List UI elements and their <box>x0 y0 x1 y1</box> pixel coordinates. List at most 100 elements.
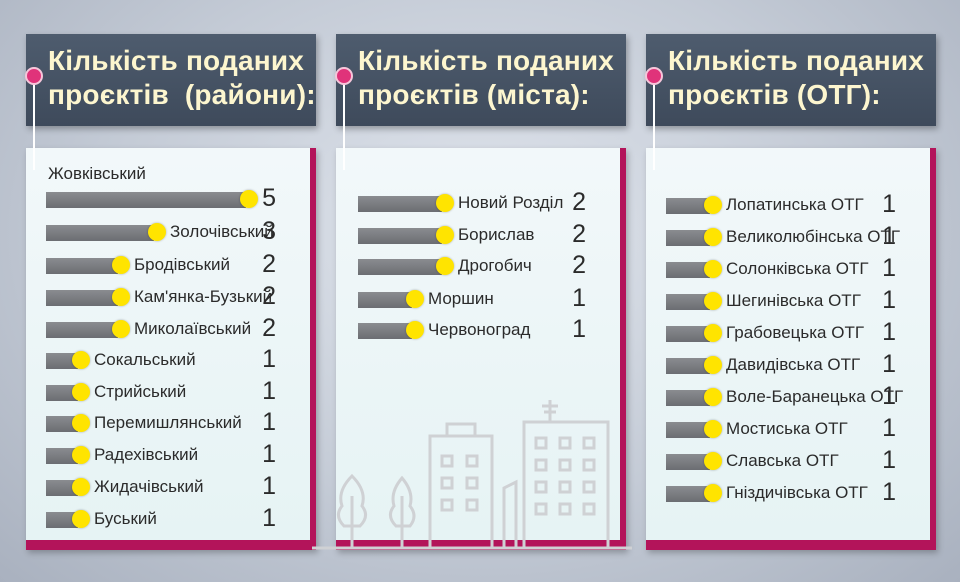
value-label: 2 <box>572 220 586 248</box>
cities-card <box>336 148 626 550</box>
bar <box>46 512 78 528</box>
bar-end-dot <box>112 256 130 274</box>
bar-end-dot <box>406 290 424 308</box>
bar-row: Стрийський 1 <box>46 377 306 405</box>
value-label: 1 <box>262 504 276 532</box>
category-label: Червоноград <box>428 320 531 339</box>
bar <box>46 322 118 338</box>
bar <box>358 292 412 308</box>
bar-row: Солонківська ОТГ 1 <box>666 254 926 282</box>
bar-row: Грабовецька ОТГ 1 <box>666 318 926 346</box>
category-label: Жидачівський <box>94 477 204 496</box>
bar-row: Мостиська ОТГ 1 <box>666 414 926 442</box>
value-label: 2 <box>572 251 586 279</box>
category-label: Жовківський <box>48 164 146 183</box>
bar-end-dot <box>436 226 454 244</box>
bar <box>46 385 78 401</box>
bar <box>666 198 710 214</box>
value-label: 2 <box>262 250 276 278</box>
bar-row: Буський 1 <box>46 504 306 532</box>
value-label: 1 <box>882 446 896 474</box>
bar-row: Жовківський 5 <box>46 164 306 212</box>
otg-header: Кількість поданих проєктів (ОТГ): <box>646 34 936 126</box>
value-label: 1 <box>262 377 276 405</box>
districts-bullet <box>25 67 43 85</box>
bar-row: Золочівський 3 <box>46 217 306 245</box>
bar-end-dot <box>704 452 722 470</box>
category-label: Кам'янка-Бузький <box>134 287 273 306</box>
value-label: 2 <box>262 282 276 310</box>
bar-row: Шегинівська ОТГ 1 <box>666 286 926 314</box>
value-label: 1 <box>572 315 586 343</box>
bar-end-dot <box>704 324 722 342</box>
value-label: 1 <box>882 286 896 314</box>
cities-connector <box>343 74 345 170</box>
bar <box>358 228 442 244</box>
bar-row: Кам'янка-Бузький 2 <box>46 282 306 310</box>
category-label: Мостиська ОТГ <box>726 419 848 438</box>
value-label: 3 <box>262 217 276 245</box>
bar-end-dot <box>704 356 722 374</box>
category-label: Сокальський <box>94 350 196 369</box>
districts-connector <box>33 74 35 170</box>
category-label: Миколаївський <box>134 319 252 338</box>
bar-end-dot <box>704 260 722 278</box>
bar <box>46 290 118 306</box>
cities-header: Кількість поданих проєктів (міста): <box>336 34 626 126</box>
bar-end-dot <box>112 320 130 338</box>
bar-row: Бродівський 2 <box>46 250 306 278</box>
category-label: Буський <box>94 509 157 528</box>
bar-end-dot <box>436 257 454 275</box>
category-label: Лопатинська ОТГ <box>726 195 864 214</box>
bar-row: Гніздичівська ОТГ 1 <box>666 478 926 506</box>
cities-bullet <box>335 67 353 85</box>
bar <box>46 258 118 274</box>
bar-end-dot <box>72 510 90 528</box>
value-label: 1 <box>882 478 896 506</box>
value-label: 1 <box>572 284 586 312</box>
bar <box>666 358 710 374</box>
value-label: 1 <box>882 254 896 282</box>
bar-row: Дрогобич 2 <box>358 251 618 279</box>
bar-end-dot <box>704 420 722 438</box>
bar-end-dot <box>72 383 90 401</box>
bar <box>46 448 78 464</box>
bar <box>358 196 442 212</box>
districts-header: Кількість поданих проєктів (райони): <box>26 34 316 126</box>
cities-title: Кількість поданих проєктів (міста): <box>358 45 615 110</box>
category-label: Шегинівська ОТГ <box>726 291 861 310</box>
bar-end-dot <box>704 196 722 214</box>
category-label: Давидівська ОТГ <box>726 355 861 374</box>
bar <box>46 480 78 496</box>
bar <box>46 225 154 241</box>
category-label: Новий Розділ <box>458 193 564 212</box>
bar-end-dot <box>72 351 90 369</box>
category-label: Золочівський <box>170 222 274 241</box>
otg-bullet <box>645 67 663 85</box>
bar <box>358 259 442 275</box>
category-label: Моршин <box>428 289 494 308</box>
value-label: 1 <box>262 472 276 500</box>
category-label: Воле-Баранецька ОТГ <box>726 387 904 406</box>
bar-row: Великолюбінська ОТГ 1 <box>666 222 926 250</box>
bar-end-dot <box>704 388 722 406</box>
value-label: 1 <box>882 190 896 218</box>
bar-row: Радехівський 1 <box>46 440 306 468</box>
bar <box>666 230 710 246</box>
value-label: 1 <box>882 382 896 410</box>
value-label: 1 <box>882 318 896 346</box>
bar <box>46 416 78 432</box>
bar-row: Миколаївський 2 <box>46 314 306 342</box>
category-label: Славська ОТГ <box>726 451 839 470</box>
value-label: 1 <box>262 440 276 468</box>
bar <box>46 353 78 369</box>
bar-row: Славська ОТГ 1 <box>666 446 926 474</box>
bar <box>666 454 710 470</box>
bar-row: Моршин 1 <box>358 284 618 312</box>
otg-card <box>646 148 936 550</box>
category-label: Великолюбінська ОТГ <box>726 227 901 246</box>
bar-row: Сокальський 1 <box>46 345 306 373</box>
bar-row: Борислав 2 <box>358 220 618 248</box>
bar-end-dot <box>72 478 90 496</box>
bar-end-dot <box>240 190 258 208</box>
